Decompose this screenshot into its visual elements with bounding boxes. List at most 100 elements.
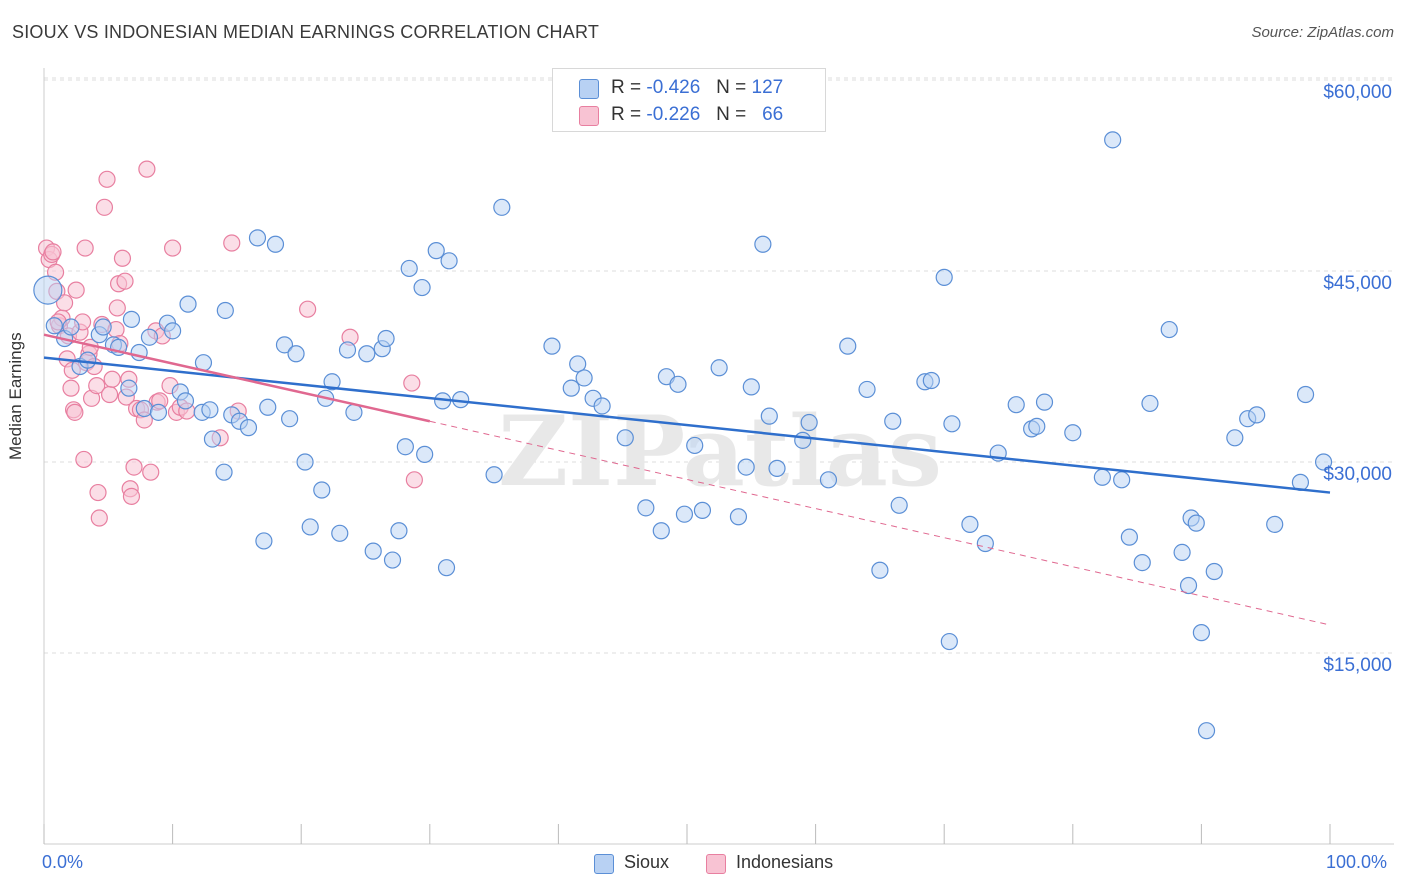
sioux-point bbox=[413, 278, 431, 297]
sioux-point bbox=[1160, 320, 1178, 339]
sioux-point bbox=[1133, 553, 1151, 572]
sioux-point bbox=[922, 371, 940, 390]
sioux-point bbox=[135, 399, 153, 418]
indonesians-point bbox=[76, 239, 94, 257]
indo-n-label: N = bbox=[716, 104, 747, 125]
sioux-point bbox=[287, 345, 305, 363]
indonesians-point bbox=[90, 509, 108, 527]
sioux-point bbox=[1104, 131, 1122, 149]
sioux-point bbox=[737, 458, 755, 476]
indonesians-point bbox=[75, 450, 93, 469]
indonesians-point bbox=[113, 249, 132, 267]
sioux-point bbox=[1064, 424, 1082, 442]
sioux-point bbox=[1197, 722, 1216, 740]
sioux-point bbox=[760, 407, 778, 425]
sioux-point bbox=[1226, 429, 1244, 447]
sioux-point bbox=[216, 301, 234, 320]
indonesians-point bbox=[116, 272, 134, 290]
sioux-point bbox=[729, 508, 748, 526]
sioux-point bbox=[800, 413, 818, 432]
sioux-point bbox=[296, 453, 314, 471]
sioux-point bbox=[819, 471, 838, 489]
sioux-point bbox=[94, 318, 112, 336]
sioux-point bbox=[935, 268, 953, 286]
indonesians-point bbox=[138, 160, 156, 178]
sioux-point bbox=[427, 242, 445, 260]
indonesians-point bbox=[103, 370, 121, 388]
y-tick-label: $60,000 bbox=[1323, 82, 1392, 103]
sioux-point bbox=[485, 466, 503, 484]
sioux-point bbox=[710, 359, 728, 377]
sioux-point bbox=[871, 561, 889, 579]
indonesians-point bbox=[62, 379, 80, 397]
sioux-point bbox=[493, 198, 511, 216]
correlation-legend: R = -0.426 N = 127 R = -0.226 N = 66 bbox=[552, 68, 826, 132]
sioux-point bbox=[1141, 394, 1159, 413]
sioux-point bbox=[255, 532, 273, 550]
sioux-point bbox=[884, 412, 902, 430]
sioux-point bbox=[440, 252, 458, 270]
sioux-point bbox=[323, 373, 341, 391]
indonesians-point bbox=[95, 198, 114, 216]
sioux-point bbox=[543, 337, 561, 355]
sioux-point bbox=[890, 496, 908, 514]
sioux-point bbox=[693, 501, 712, 519]
y-tick-label: $30,000 bbox=[1323, 464, 1392, 485]
indonesians-point bbox=[66, 403, 84, 421]
sioux-point bbox=[140, 328, 159, 346]
indonesians-point bbox=[67, 281, 85, 299]
sioux-point bbox=[1173, 543, 1191, 562]
sioux-point bbox=[943, 415, 961, 433]
sioux-point bbox=[669, 375, 687, 393]
sioux-point bbox=[768, 459, 786, 477]
sioux-point bbox=[858, 380, 876, 399]
sioux-point bbox=[637, 499, 655, 517]
indonesians-trend-line bbox=[43, 333, 431, 423]
sioux-n-label: N = bbox=[716, 77, 747, 98]
indonesians-point bbox=[164, 239, 182, 257]
sioux-point bbox=[1205, 562, 1223, 581]
x-tick-label-min: 0.0% bbox=[42, 852, 84, 872]
sioux-point bbox=[390, 522, 408, 540]
sioux-point bbox=[1266, 515, 1284, 533]
sioux-point bbox=[179, 295, 197, 313]
sioux-legend-label: Sioux bbox=[624, 852, 670, 872]
indonesians-point bbox=[44, 243, 62, 261]
sioux-point bbox=[33, 275, 63, 305]
indonesians-point bbox=[125, 458, 143, 476]
sioux-point bbox=[364, 542, 382, 560]
indonesians-legend-label: Indonesians bbox=[736, 852, 834, 872]
sioux-point bbox=[215, 463, 233, 481]
indonesians-point bbox=[142, 463, 160, 481]
trend-lines bbox=[43, 333, 1331, 626]
sioux-point bbox=[400, 259, 418, 278]
sioux-point bbox=[940, 632, 958, 651]
indo-n-value: 66 bbox=[762, 104, 784, 125]
sioux-point bbox=[1248, 406, 1266, 424]
sioux-point bbox=[176, 392, 195, 410]
indonesians-point bbox=[89, 483, 107, 502]
chart-title: SIOUX VS INDONESIAN MEDIAN EARNINGS CORR… bbox=[12, 22, 600, 42]
sioux-point bbox=[239, 419, 258, 437]
sioux-point bbox=[383, 551, 402, 569]
source-label: Source: ZipAtlas.com bbox=[1251, 24, 1394, 41]
sioux-point bbox=[1120, 528, 1138, 546]
sioux-point bbox=[45, 317, 63, 335]
indonesians-point bbox=[55, 294, 74, 312]
axes bbox=[43, 68, 1394, 845]
sioux-point bbox=[203, 430, 222, 448]
sioux-n-value: 127 bbox=[751, 77, 784, 98]
sioux-point bbox=[259, 398, 277, 416]
indonesians-legend-swatch bbox=[706, 854, 726, 874]
sioux-point bbox=[79, 351, 97, 369]
sioux-point bbox=[1007, 396, 1025, 414]
sioux-point bbox=[562, 379, 580, 397]
x-tick-label-max: 100.0% bbox=[1326, 852, 1388, 872]
sioux-point bbox=[248, 229, 267, 247]
sioux-point bbox=[338, 341, 357, 359]
indonesians-point bbox=[100, 385, 119, 404]
indonesians-point bbox=[88, 377, 106, 395]
indonesians-point bbox=[98, 170, 116, 188]
indonesians-point bbox=[223, 234, 241, 252]
